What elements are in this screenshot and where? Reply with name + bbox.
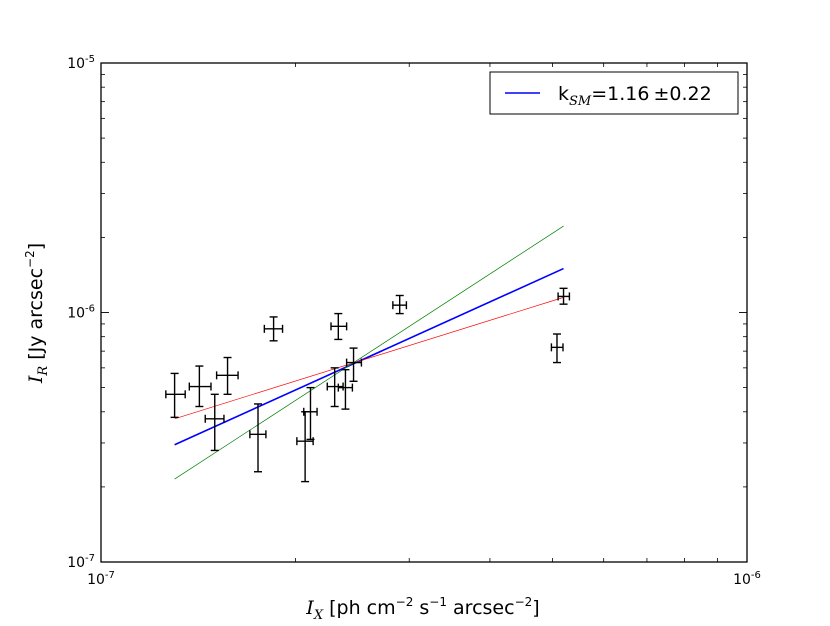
data-point: [557, 287, 571, 305]
x-tick-label-base: 10: [733, 572, 751, 588]
x-tick-label: 10-7: [87, 570, 115, 588]
data-points: [165, 287, 571, 483]
fit-line: [174, 297, 564, 420]
data-point: [296, 411, 314, 483]
fit-line: [174, 225, 564, 480]
data-point: [326, 367, 344, 408]
data-point: [303, 386, 318, 441]
x-tick-label-exp: -6: [751, 570, 761, 581]
data-point: [188, 365, 212, 408]
x-axis-symbol: I: [305, 597, 314, 619]
y-axis-unit-exp: −2: [23, 250, 37, 268]
data-point: [215, 356, 239, 396]
legend-value: =1.16: [591, 83, 649, 105]
x-axis-unit-d: ]: [532, 597, 539, 619]
y-axis-label: IR [Jy arcsec−2]: [23, 243, 51, 384]
legend-label: kSM=1.16 ±0.22: [558, 83, 712, 109]
data-point: [337, 368, 354, 410]
minor-ticks: [101, 63, 747, 562]
y-tick-label-base: 10: [67, 555, 85, 571]
x-axis-unit-c: arcsec: [447, 597, 515, 619]
x-axis-unit-exp3: −2: [515, 595, 533, 609]
y-axis-symbol: I: [25, 375, 47, 384]
major-ticks: [100, 62, 748, 563]
data-point: [263, 316, 284, 342]
x-axis-symbol-sub: X: [313, 608, 324, 623]
legend-k: k: [558, 83, 569, 105]
legend-k-sub: SM: [569, 94, 592, 109]
x-tick-label-exp: -7: [105, 570, 115, 581]
y-axis-symbol-sub: R: [36, 366, 51, 377]
data-point: [392, 294, 408, 315]
y-tick-label-exp: -7: [85, 553, 95, 564]
y-tick-label-exp: -6: [85, 304, 95, 315]
y-tick-label: 10-7: [67, 553, 95, 571]
y-axis-unit-a: [Jy arcsec: [25, 268, 47, 366]
y-tick-label-exp: -5: [85, 54, 95, 65]
y-tick-label-base: 10: [67, 56, 85, 72]
data-point: [345, 347, 363, 382]
y-tick-label: 10-5: [67, 54, 95, 72]
data-point: [330, 312, 348, 341]
x-tick-label: 10-6: [733, 570, 761, 588]
legend: kSM=1.16 ±0.22: [489, 71, 739, 115]
x-axis-unit-a: [ph cm: [323, 597, 396, 619]
x-axis-unit-b: s: [413, 597, 429, 619]
x-axis-unit-exp1: −2: [396, 595, 414, 609]
y-axis-unit-b: ]: [25, 243, 47, 250]
y-tick-label-base: 10: [67, 306, 85, 322]
fit-line: [174, 267, 564, 446]
x-axis-unit-exp2: −1: [429, 595, 447, 609]
data-point: [204, 393, 225, 452]
fit-lines: [174, 225, 564, 480]
legend-error: ±0.22: [653, 83, 711, 105]
y-tick-label: 10-6: [67, 304, 95, 322]
data-point: [165, 372, 186, 419]
data-point: [249, 403, 267, 473]
x-tick-label-base: 10: [87, 572, 105, 588]
data-point: [550, 333, 564, 364]
tick-labels: 10-7 10-610-710-610-5: [67, 54, 761, 588]
plot-frame: [100, 62, 748, 563]
x-axis-label: IX [ph cm−2 s−1 arcsec−2]: [305, 595, 539, 623]
